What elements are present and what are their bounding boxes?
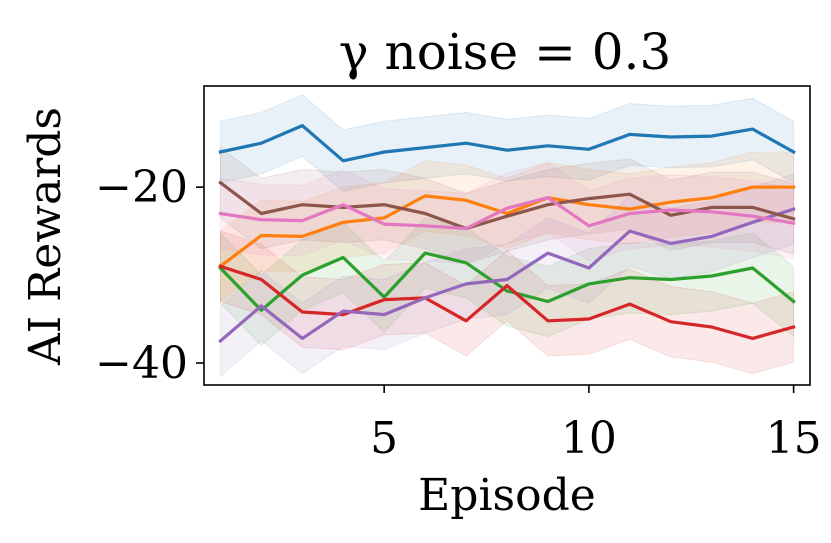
band-purple	[219, 173, 795, 378]
y-axis-label: AI Rewards	[20, 107, 71, 366]
series-line-orange	[218, 185, 796, 269]
x-axis-label: Episode	[418, 470, 596, 521]
band-blue	[219, 94, 795, 193]
plot-frame	[203, 85, 811, 386]
chart-title: γ noise = 0.3	[339, 23, 672, 81]
x-tick-label: 15	[766, 413, 822, 464]
band-red	[219, 230, 795, 375]
series-line-blue	[218, 123, 796, 163]
x-axis-ticks: 5 10 15	[370, 385, 822, 464]
y-axis-ticks: −20 −40	[95, 162, 204, 389]
y-tick-label: −40	[95, 338, 188, 389]
y-tick-label: −20	[95, 162, 188, 213]
x-tick-label: 5	[370, 413, 398, 464]
series-lines	[218, 123, 796, 344]
x-tick-label: 10	[561, 413, 617, 464]
series-line-purple	[218, 207, 796, 344]
series-line-green	[218, 251, 796, 312]
band-brown	[219, 146, 795, 265]
series-line-red	[218, 264, 796, 340]
series-line-pink	[218, 196, 796, 231]
